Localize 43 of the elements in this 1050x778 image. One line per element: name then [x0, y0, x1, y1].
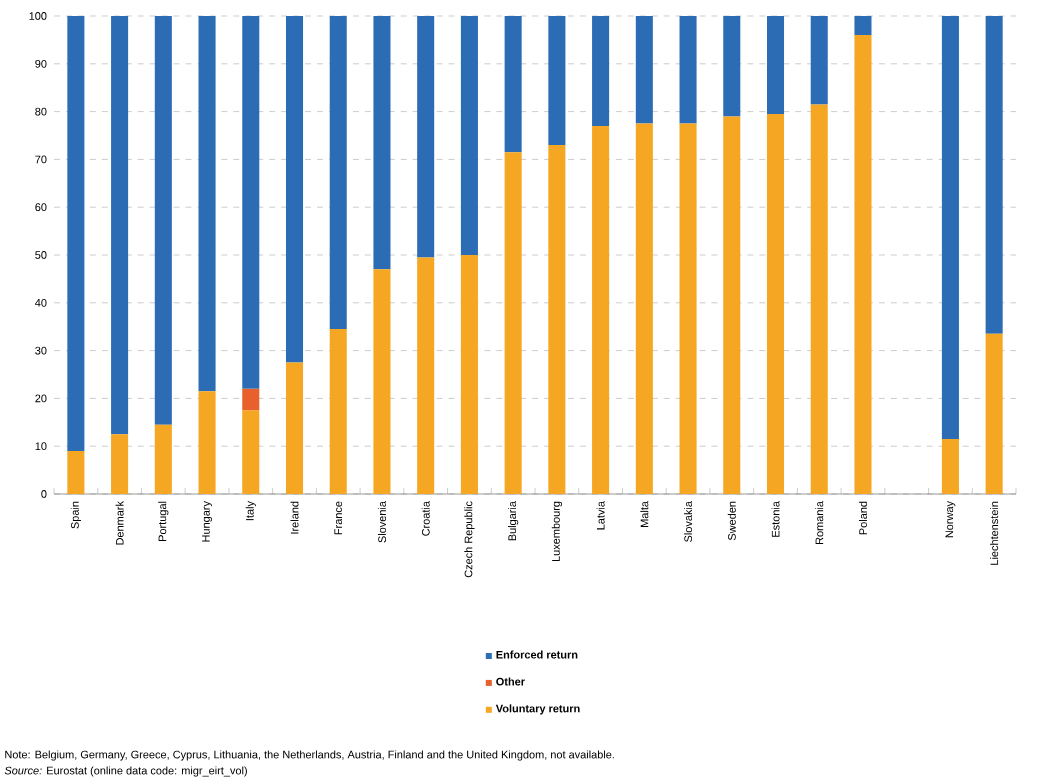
bar: [985, 333, 1003, 494]
bar: [810, 15, 828, 105]
bar: [242, 410, 260, 494]
bar: [154, 424, 172, 494]
bar: [67, 450, 85, 494]
bar: [111, 15, 129, 435]
bar: [635, 15, 653, 124]
bar: [854, 15, 872, 36]
bar: [985, 15, 1003, 334]
bar: [504, 152, 522, 494]
bar: [242, 388, 260, 411]
bar: [504, 15, 522, 153]
bar: [460, 255, 478, 494]
bar: [373, 269, 391, 494]
bar: [941, 439, 959, 494]
bar: [285, 15, 304, 363]
bar: [548, 145, 566, 494]
bar: [810, 104, 828, 494]
bar: [766, 15, 785, 114]
bar: [285, 362, 304, 494]
bar: [548, 15, 566, 146]
bar: [460, 15, 478, 255]
bar: [592, 125, 610, 494]
bar: [635, 123, 653, 494]
bar: [679, 15, 697, 124]
bar: [592, 15, 610, 126]
bar: [242, 15, 260, 389]
bar: [723, 15, 741, 117]
bar: [941, 15, 959, 440]
bar: [198, 15, 216, 392]
bar: [417, 15, 435, 258]
bar: [723, 116, 741, 494]
bar: [329, 329, 347, 494]
bar: [329, 15, 347, 330]
bar: [198, 391, 216, 494]
bar: [854, 35, 872, 494]
bar: [67, 15, 85, 451]
bar: [111, 434, 129, 494]
bar: [154, 15, 172, 425]
bar: [373, 15, 391, 270]
bar: [766, 113, 785, 494]
bar: [417, 257, 435, 494]
bar: [679, 123, 697, 494]
